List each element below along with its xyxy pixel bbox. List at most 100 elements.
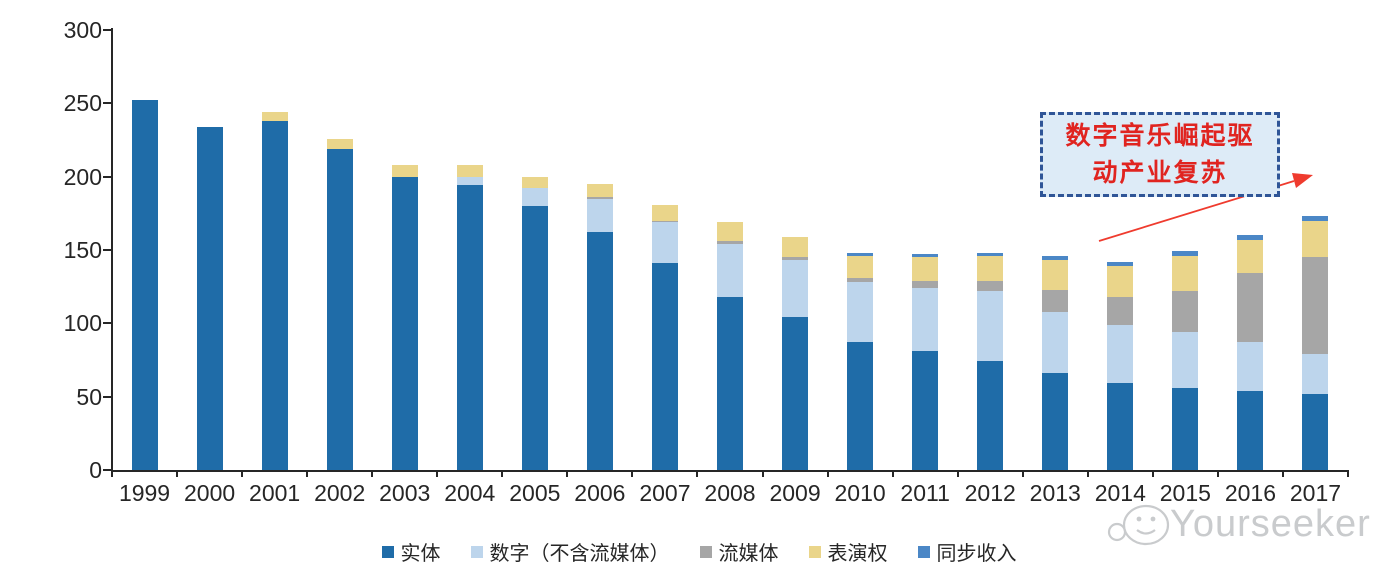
y-axis-tick [103,469,112,471]
x-tick-label: 1999 [118,480,171,506]
bar-segment-2016 [1237,239,1264,274]
bar-segment-2012 [977,255,1004,281]
bar-segment-2015 [1172,291,1199,333]
x-tick-label: 2011 [900,480,950,506]
x-tick-label: 2010 [834,480,886,506]
x-axis-tick [1151,470,1154,477]
x-tick-label: 2016 [1224,480,1276,506]
y-tick-label: 300 [63,17,102,43]
legend-label: 数字（不含流媒体） [489,541,670,565]
bar-segment-1999 [131,100,158,470]
bar-segment-2016 [1237,342,1264,391]
bar-segment-2005 [521,206,548,470]
bar-segment-2007 [651,222,678,264]
legend-item: 流媒体 [699,537,779,566]
y-tick-label: 100 [63,310,102,337]
legend-label: 表演权 [827,541,888,565]
bar-segment-2005 [521,176,548,189]
bar-segment-2017 [1302,220,1329,258]
bar-segment-2005 [521,188,548,206]
x-axis-tick [566,470,569,477]
x-tick-label: 2015 [1159,480,1211,506]
bar-segment-2008 [717,244,743,297]
x-axis-tick [241,470,244,477]
legend-item: 表演权 [808,537,888,566]
bar-segment-2008 [717,296,743,470]
x-axis-tick [826,470,829,477]
bar-segment-2011 [912,257,939,281]
bar-segment-2003 [391,176,418,470]
x-tick-label: 2006 [574,480,626,506]
y-tick-label: 50 [76,383,102,410]
bar-segment-2015 [1172,251,1199,256]
bar-segment-2015 [1172,332,1199,388]
x-tick-label: 2005 [509,480,561,506]
legend-swatch [381,545,394,558]
y-tick-label: 200 [63,163,102,190]
x-axis-tick [501,470,504,477]
bar-segment-2007 [651,204,678,221]
x-axis-tick [761,470,764,477]
bar-segment-2008 [717,222,743,242]
bar-segment-2010 [847,342,874,470]
legend-swatch [808,545,821,558]
bar-segment-2009 [782,317,809,470]
y-tick-label: 250 [63,90,102,117]
x-tick-label: 2004 [444,480,496,506]
annotation-callout: 数字音乐崛起驱 动产业复苏 [1040,112,1280,197]
bar-segment-2017 [1302,257,1329,355]
x-tick-label: 2003 [379,480,431,506]
legend: 实体 数字（不含流媒体） 流媒体 表演权 同步收入 [0,537,1398,566]
annotation-text-line2: 动产业复苏 [1092,157,1228,187]
x-tick-label: 2009 [769,480,821,506]
x-tick-label: 2014 [1094,480,1146,506]
bar-segment-2000 [196,126,223,470]
bar-segment-2007 [651,220,678,223]
legend-swatch [470,545,483,558]
legend-label: 实体 [400,541,441,565]
brand-logo-icon [1107,504,1170,546]
annotation-text-line1: 数字音乐崛起驱 [1065,121,1255,151]
x-tick-label: 2013 [1029,480,1081,506]
bar-segment-2004 [456,164,483,177]
x-axis-tick [1347,470,1349,477]
bar-segment-2014 [1107,261,1134,267]
x-axis-tick [1281,470,1284,477]
bar-segment-2015 [1172,387,1199,470]
legend-item: 实体 [381,537,441,566]
y-axis-tick [103,249,112,251]
bar-segment-2017 [1302,354,1329,394]
x-axis-tick [436,470,439,477]
bar-segment-2011 [912,254,939,258]
y-axis-tick [103,322,112,325]
x-axis-tick [631,470,634,477]
x-tick-label: 2008 [704,480,756,506]
x-tick-label: 2012 [964,480,1016,506]
bar-segment-2010 [847,277,874,283]
bar-segment-2012 [977,280,1004,292]
x-axis-tick [696,470,699,477]
bar-segment-2010 [847,252,874,256]
bar-segment-2016 [1237,390,1264,470]
y-axis-tick [103,102,112,105]
legend-item: 数字（不含流媒体） [470,537,670,566]
legend-label: 同步收入 [936,541,1017,565]
x-axis-tick [176,470,179,477]
bar-segment-2017 [1302,393,1329,470]
legend-swatch [917,545,930,558]
bar-segment-2004 [456,185,483,470]
bar-segment-2009 [782,260,809,318]
bar-segment-2006 [586,197,613,199]
bar-segment-2016 [1237,235,1264,240]
x-tick-label: 2007 [639,480,691,506]
legend-label: 流媒体 [718,541,779,565]
y-axis-tick [103,395,112,398]
watermark: Yourseeker [1106,499,1371,549]
bar-segment-2006 [586,184,613,198]
x-tick-label: 2017 [1289,480,1342,506]
bar-segment-2011 [912,351,939,470]
x-axis-tick [306,470,309,477]
bar-segment-2013 [1042,260,1069,290]
bar-segment-2002 [326,148,353,470]
